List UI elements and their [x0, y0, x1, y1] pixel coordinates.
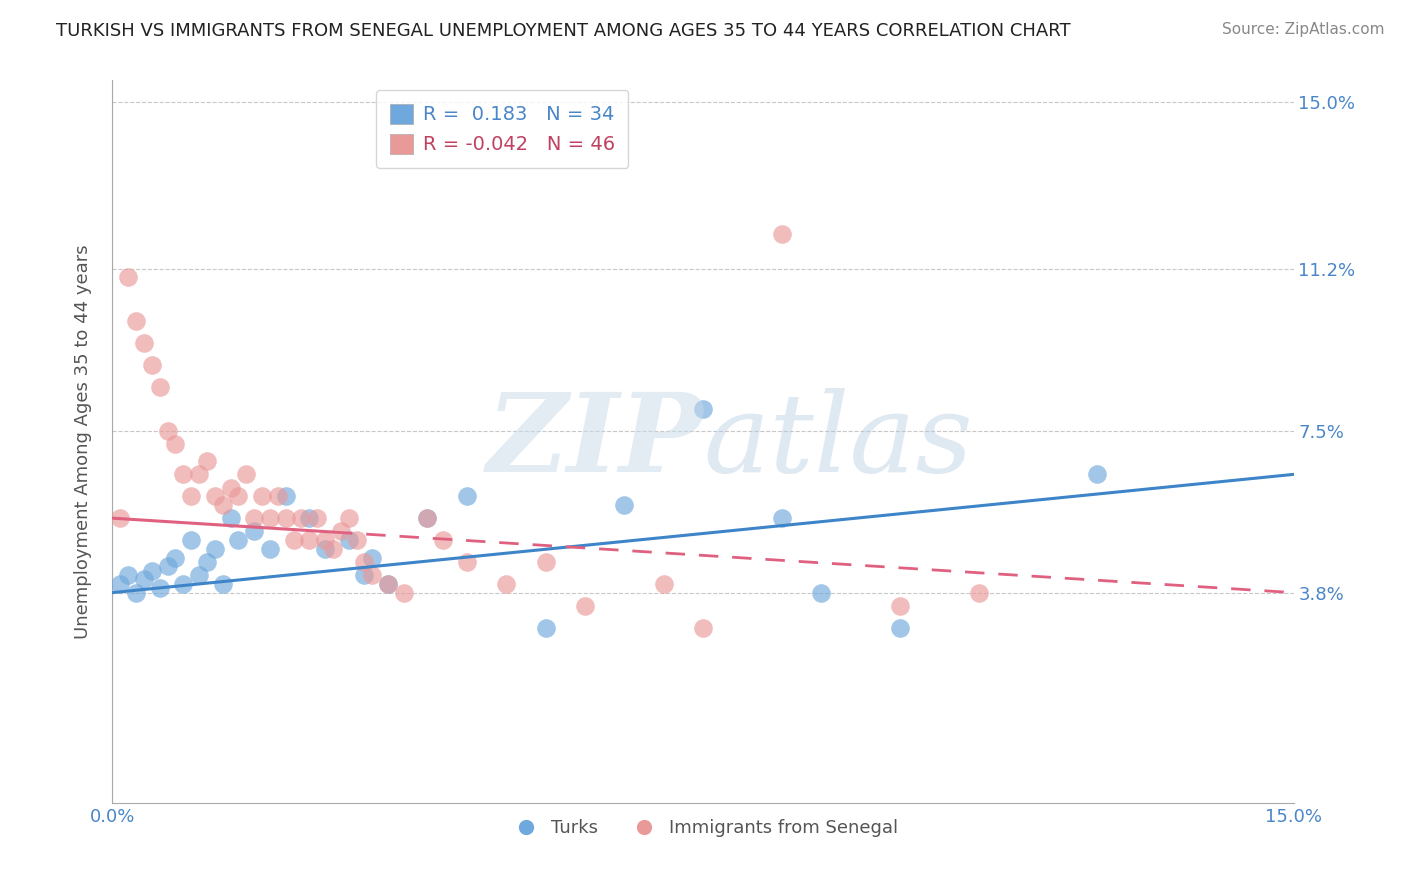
Point: [211, 577, 233, 591]
Point: [195, 555, 218, 569]
Point: [290, 511, 312, 525]
Point: [456, 555, 478, 569]
Point: [377, 577, 399, 591]
Point: [149, 581, 172, 595]
Point: [141, 564, 163, 578]
Point: [534, 555, 557, 569]
Point: [243, 511, 266, 525]
Point: [195, 454, 218, 468]
Point: [574, 599, 596, 613]
Text: atlas: atlas: [703, 388, 973, 495]
Point: [219, 481, 242, 495]
Point: [967, 585, 990, 599]
Point: [889, 599, 911, 613]
Text: ZIP: ZIP: [486, 388, 703, 495]
Point: [228, 533, 250, 547]
Point: [329, 524, 352, 539]
Point: [211, 498, 233, 512]
Point: [283, 533, 305, 547]
Point: [361, 550, 384, 565]
Point: [613, 498, 636, 512]
Point: [259, 541, 281, 556]
Point: [172, 467, 194, 482]
Point: [274, 489, 297, 503]
Point: [117, 568, 139, 582]
Point: [456, 489, 478, 503]
Point: [132, 336, 155, 351]
Point: [353, 568, 375, 582]
Point: [298, 511, 321, 525]
Point: [810, 585, 832, 599]
Point: [156, 424, 179, 438]
Point: [141, 358, 163, 372]
Point: [188, 467, 211, 482]
Point: [692, 621, 714, 635]
Point: [346, 533, 368, 547]
Point: [495, 577, 517, 591]
Point: [377, 577, 399, 591]
Point: [259, 511, 281, 525]
Point: [353, 555, 375, 569]
Point: [219, 511, 242, 525]
Point: [267, 489, 290, 503]
Point: [243, 524, 266, 539]
Point: [337, 533, 360, 547]
Point: [392, 585, 415, 599]
Point: [204, 489, 226, 503]
Point: [314, 541, 336, 556]
Point: [652, 577, 675, 591]
Point: [125, 585, 148, 599]
Point: [298, 533, 321, 547]
Point: [172, 577, 194, 591]
Point: [188, 568, 211, 582]
Point: [117, 270, 139, 285]
Point: [416, 511, 439, 525]
Point: [692, 401, 714, 416]
Point: [322, 541, 344, 556]
Point: [432, 533, 454, 547]
Point: [770, 511, 793, 525]
Point: [110, 511, 132, 525]
Point: [1085, 467, 1108, 482]
Text: Source: ZipAtlas.com: Source: ZipAtlas.com: [1222, 22, 1385, 37]
Point: [204, 541, 226, 556]
Legend: Turks, Immigrants from Senegal: Turks, Immigrants from Senegal: [501, 812, 905, 845]
Point: [314, 533, 336, 547]
Point: [156, 559, 179, 574]
Point: [110, 577, 132, 591]
Text: TURKISH VS IMMIGRANTS FROM SENEGAL UNEMPLOYMENT AMONG AGES 35 TO 44 YEARS CORREL: TURKISH VS IMMIGRANTS FROM SENEGAL UNEMP…: [56, 22, 1071, 40]
Point: [307, 511, 329, 525]
Point: [235, 467, 257, 482]
Point: [416, 511, 439, 525]
Point: [165, 550, 187, 565]
Point: [534, 621, 557, 635]
Point: [274, 511, 297, 525]
Point: [180, 533, 202, 547]
Y-axis label: Unemployment Among Ages 35 to 44 years: Unemployment Among Ages 35 to 44 years: [73, 244, 91, 639]
Point: [149, 380, 172, 394]
Point: [132, 573, 155, 587]
Point: [250, 489, 273, 503]
Point: [889, 621, 911, 635]
Point: [361, 568, 384, 582]
Point: [228, 489, 250, 503]
Point: [125, 314, 148, 328]
Point: [770, 227, 793, 241]
Point: [165, 436, 187, 450]
Point: [337, 511, 360, 525]
Point: [180, 489, 202, 503]
